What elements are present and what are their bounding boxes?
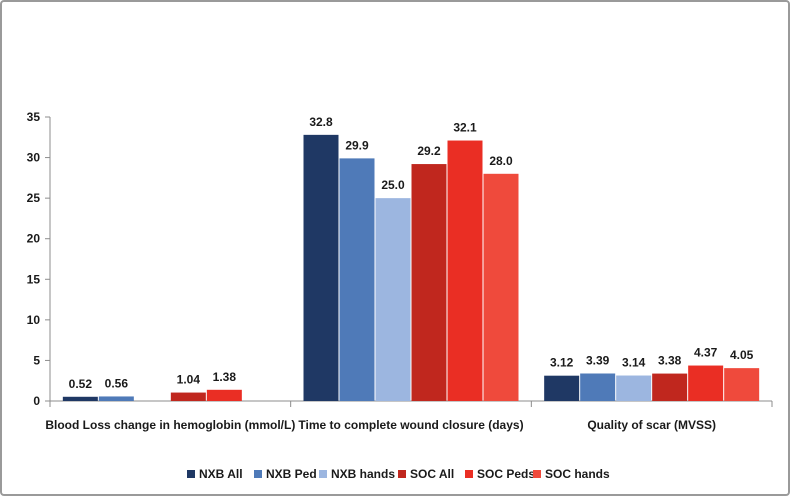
data-label-nxb-ped-3: 3.39 <box>586 353 610 367</box>
data-label-soc-all-1: 1.04 <box>177 373 201 387</box>
legend-label-soc-hands: SOC hands <box>545 467 610 481</box>
data-label-soc-all-2: 29.2 <box>417 144 441 158</box>
category-labels: Blood Loss change in hemoglobin (mmol/L)… <box>45 418 716 432</box>
data-label-nxb-hands-2: 25.0 <box>381 178 405 192</box>
bar-soc-hands-3 <box>724 368 760 401</box>
bar-soc-peds-1 <box>206 389 242 401</box>
bar-chart: 0 5 10 15 20 25 30 35 0.52 0.56 1.04 1.38 32.8 29.9 2… <box>27 110 773 481</box>
data-label-nxb-ped-2: 29.9 <box>345 138 369 152</box>
bar-soc-hands-2 <box>483 173 519 401</box>
y-tick-label: 15 <box>27 272 41 286</box>
data-label-nxb-hands-3: 3.14 <box>622 356 646 370</box>
data-label-nxb-ped-1: 0.56 <box>105 376 129 390</box>
category-label-3: Quality of scar (MVSS) <box>587 418 716 432</box>
legend-label-nxb-ped: NXB Ped <box>266 467 317 481</box>
bar-soc-peds-3 <box>688 365 724 401</box>
data-label-nxb-all-3: 3.12 <box>550 356 574 370</box>
bar-series <box>62 134 760 401</box>
category-label-2: Time to complete wound closure (days) <box>298 418 523 432</box>
y-tick-label: 10 <box>27 313 41 327</box>
bar-nxb-hands-3 <box>616 375 652 401</box>
legend-label-nxb-all: NXB All <box>199 467 243 481</box>
legend-label-soc-peds: SOC Peds <box>477 467 535 481</box>
bar-nxb-ped-1 <box>98 396 134 401</box>
legend-swatch-nxb-ped <box>254 470 262 478</box>
bar-soc-peds-2 <box>447 140 483 401</box>
y-tick-label: 5 <box>33 353 40 367</box>
bar-nxb-all-1 <box>62 396 98 401</box>
y-tick-label: 0 <box>33 394 40 408</box>
legend-label-nxb-hands: NXB hands <box>331 467 395 481</box>
legend-swatch-nxb-hands <box>319 470 327 478</box>
data-label-soc-all-3: 3.38 <box>658 354 682 368</box>
legend-swatch-soc-all <box>398 470 406 478</box>
y-tick-label: 35 <box>27 110 41 124</box>
data-label-soc-peds-3: 4.37 <box>694 346 718 360</box>
data-label-nxb-all-2: 32.8 <box>309 115 333 129</box>
data-label-soc-peds-2: 32.1 <box>453 121 477 135</box>
y-tick-label: 20 <box>27 232 41 246</box>
data-label-soc-peds-1: 1.38 <box>213 370 237 384</box>
data-label-soc-hands-3: 4.05 <box>730 348 754 362</box>
legend-label-soc-all: SOC All <box>410 467 454 481</box>
category-label-1: Blood Loss change in hemoglobin (mmol/L) <box>45 418 295 432</box>
bar-nxb-all-2 <box>303 134 339 401</box>
data-labels: 0.52 0.56 1.04 1.38 32.8 29.9 25.0 29.2 32.1 28.0… <box>69 115 754 391</box>
y-tick-label: 25 <box>27 191 41 205</box>
chart-frame: 0 5 10 15 20 25 30 35 0.52 0.56 1.04 1.38 32.8 29.9 2… <box>0 0 790 496</box>
y-tick-label: 30 <box>27 151 41 165</box>
legend-swatch-soc-hands <box>533 470 541 478</box>
legend: NXB All NXB Ped NXB hands SOC All SOC Peds SO… <box>187 467 610 481</box>
y-axis-ticks: 0 5 10 15 20 25 30 35 <box>27 110 50 408</box>
chart-axes <box>49 117 773 407</box>
bar-nxb-hands-2 <box>375 198 411 401</box>
legend-swatch-nxb-all <box>187 470 195 478</box>
data-label-nxb-all-1: 0.52 <box>69 377 93 391</box>
bar-nxb-ped-2 <box>339 158 375 401</box>
legend-swatch-soc-peds <box>465 470 473 478</box>
data-label-soc-hands-2: 28.0 <box>489 154 513 168</box>
bar-soc-all-3 <box>652 373 688 401</box>
bar-nxb-all-3 <box>544 375 580 401</box>
bar-soc-all-1 <box>170 392 206 401</box>
bar-soc-all-2 <box>411 164 447 401</box>
bar-nxb-ped-3 <box>580 373 616 401</box>
